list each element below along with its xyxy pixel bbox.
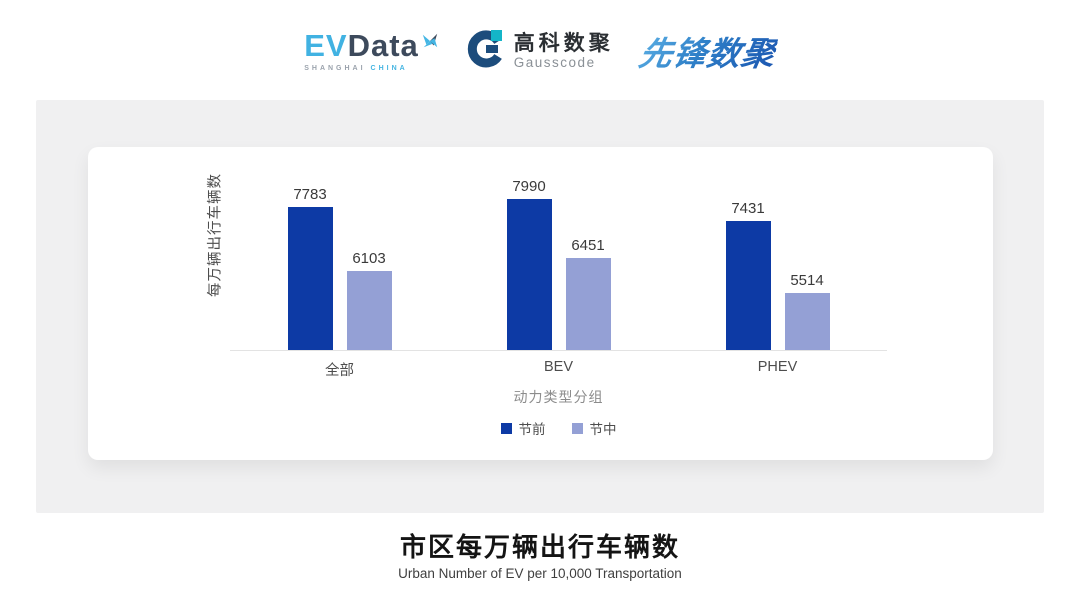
bar-group: 7431 5514 — [668, 178, 887, 350]
evdata-star-icon — [421, 24, 439, 55]
evdata-data-text: Data — [347, 28, 419, 63]
legend-item-节中: 节中 — [571, 418, 617, 438]
chart-panel: 每万辆出行车辆数 7783 6103 7990 6451 7431 5514 全部 BEV P… — [36, 100, 1044, 513]
y-axis-label: 每万辆出行车辆数 — [207, 173, 224, 297]
evdata-tagline: SHANGHAI CHINA — [304, 65, 407, 72]
x-axis-title: 动力类型分组 — [513, 389, 604, 405]
bar-group: 7990 6451 — [449, 178, 668, 350]
bar-value-label: 5514 — [790, 272, 824, 289]
bar-value-label: 7990 — [512, 178, 546, 195]
bar-with-label: 7431 — [725, 200, 771, 350]
chart-title: 市区每万辆出行车辆数 — [399, 532, 680, 562]
category-label: PHEV — [757, 359, 798, 375]
legend-swatch-icon — [500, 422, 512, 434]
evdata-tagline-right: CHINA — [370, 65, 408, 72]
legend-label: 节前 — [518, 422, 546, 437]
category-label: 全部 — [325, 363, 354, 379]
bar-with-label: 7783 — [287, 186, 333, 350]
gausscode-en-name: Gausscode — [513, 54, 596, 70]
bar-with-label: 6451 — [565, 237, 611, 350]
bar-value-label: 7431 — [731, 200, 765, 217]
bar-value-label: 7783 — [293, 186, 327, 203]
bar-group: 7783 6103 — [230, 178, 449, 350]
bar-chart-plot-area: 7783 6103 7990 6451 7431 5514 — [230, 178, 887, 351]
bar-节中-PHEV — [784, 293, 830, 350]
x-axis-category-labels: 全部 BEV PHEV — [230, 359, 887, 380]
gausscode-logo: 高科数聚 Gausscode — [465, 29, 614, 74]
bar-value-label: 6103 — [352, 250, 386, 267]
evdata-ev-text: EV — [304, 28, 348, 63]
evdata-tagline-left: SHANGHAI — [304, 65, 366, 72]
header-logo-bar: EV Data SHANGHAI CHINA — [0, 14, 1080, 88]
gausscode-text: 高科数聚 Gausscode — [514, 32, 614, 71]
bar-with-label: 6103 — [346, 250, 392, 350]
bar-节前-PHEV — [725, 221, 771, 350]
bar-value-label: 6451 — [571, 237, 605, 254]
gausscode-cn-name: 高科数聚 — [513, 31, 614, 55]
bar-节前-BEV — [506, 199, 552, 350]
legend-item-节前: 节前 — [500, 418, 546, 438]
bar-with-label: 7990 — [506, 178, 552, 350]
gausscode-icon — [465, 29, 505, 74]
bar-节中-BEV — [565, 258, 611, 350]
pioneer-data-logo: 先锋数聚 — [636, 27, 780, 75]
chart-card: 每万辆出行车辆数 7783 6103 7990 6451 7431 5514 全部 BEV P… — [88, 147, 993, 460]
bar-节前-全部 — [287, 207, 333, 350]
category-label: BEV — [543, 359, 573, 375]
chart-legend: 节前 节中 — [230, 418, 887, 438]
bar-with-label: 5514 — [784, 272, 830, 350]
bar-节中-全部 — [346, 271, 392, 350]
legend-swatch-icon — [571, 422, 583, 434]
chart-subtitle: Urban Number of EV per 10,000 Transporta… — [398, 566, 682, 581]
evdata-logo: EV Data SHANGHAI CHINA — [304, 30, 439, 72]
legend-label: 节中 — [589, 422, 617, 437]
evdata-wordmark: EV Data — [304, 30, 439, 61]
